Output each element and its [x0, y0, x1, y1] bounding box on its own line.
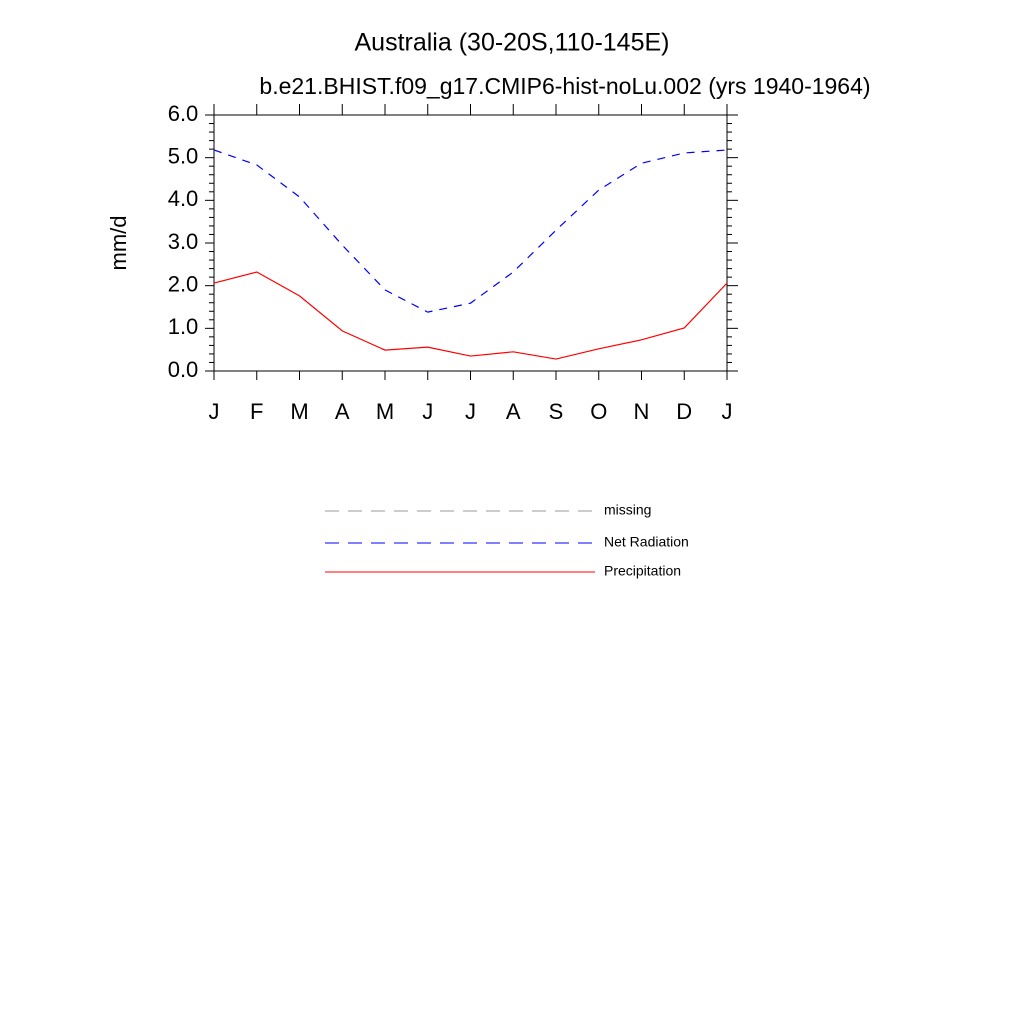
x-tick-label: M: [290, 399, 308, 424]
chart-title: Australia (30-20S,110-145E): [355, 29, 670, 57]
data-line: [213, 271, 728, 360]
chart-subtitle: b.e21.BHIST.f09_g17.CMIP6-hist-noLu.002 …: [259, 73, 870, 99]
x-tick-label: O: [590, 399, 607, 424]
plot-frame: [213, 114, 728, 372]
x-tick-label: J: [422, 399, 433, 424]
legend-label: Net Radiation: [604, 534, 689, 550]
x-tick-label: A: [506, 399, 521, 424]
y-tick-label: 2.0: [168, 271, 199, 296]
x-tick-label: M: [376, 399, 394, 424]
y-tick-label: 0.0: [168, 357, 199, 382]
x-tick-label: J: [722, 399, 733, 424]
y-tick-label: 4.0: [168, 186, 199, 211]
y-axis-label: mm/d: [106, 216, 131, 271]
x-tick-label: A: [335, 399, 350, 424]
legend-label: Precipitation: [604, 563, 681, 579]
x-tick-label: S: [549, 399, 564, 424]
x-tick-label: J: [209, 399, 220, 424]
x-tick-label: J: [465, 399, 476, 424]
x-tick-label: D: [676, 399, 692, 424]
y-tick-label: 3.0: [168, 229, 199, 254]
x-tick-label: F: [250, 399, 263, 424]
legend-label: missing: [604, 502, 651, 518]
y-tick-label: 5.0: [168, 143, 199, 168]
data-line: [213, 149, 728, 313]
y-tick-label: 1.0: [168, 314, 199, 339]
x-tick-label: N: [634, 399, 650, 424]
y-tick-label: 6.0: [168, 101, 199, 126]
